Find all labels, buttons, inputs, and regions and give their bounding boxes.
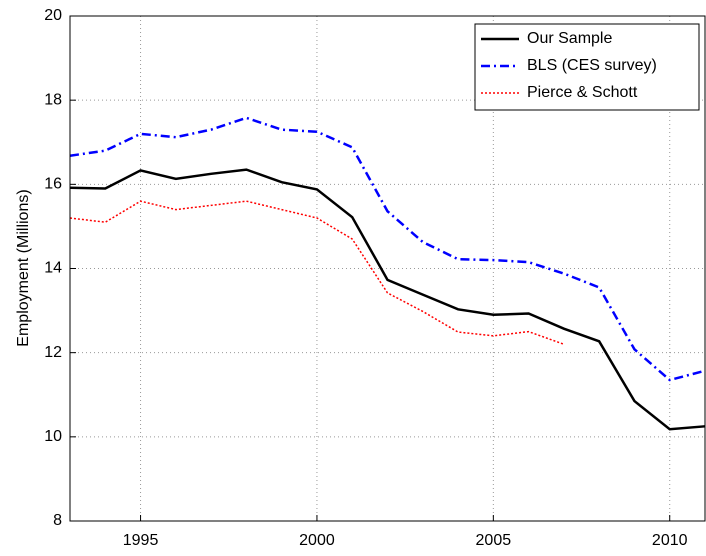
- y-tick-label: 10: [44, 428, 62, 445]
- series-line: [69, 200, 565, 345]
- y-tick-label: 16: [44, 176, 62, 193]
- y-tick-label: 12: [44, 344, 62, 361]
- legend-label: BLS (CES survey): [527, 57, 657, 74]
- series-line: [69, 168, 706, 431]
- y-tick-label: 14: [44, 260, 62, 277]
- x-tick-label: 2005: [476, 532, 512, 549]
- series-line: [69, 116, 706, 382]
- y-tick-label: 8: [53, 512, 62, 529]
- y-tick-label: 18: [44, 91, 62, 108]
- x-tick-label: 2010: [652, 532, 688, 549]
- axes-box: [69, 15, 706, 522]
- y-axis-label: Employment (Millions): [15, 189, 32, 346]
- legend-label: Our Sample: [527, 30, 612, 47]
- x-tick-label: 2000: [299, 532, 335, 549]
- legend-label: Pierce & Schott: [527, 84, 638, 101]
- y-tick-label: 20: [44, 7, 62, 24]
- x-tick-label: 1995: [123, 532, 159, 549]
